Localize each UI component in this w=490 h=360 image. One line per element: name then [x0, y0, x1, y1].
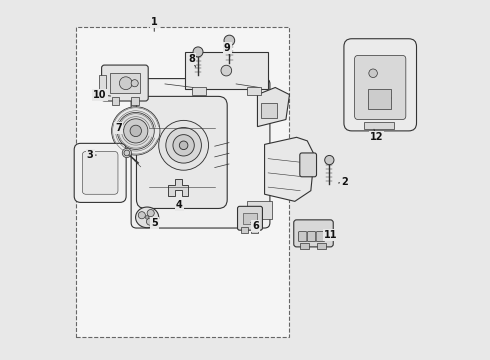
Circle shape [146, 216, 149, 219]
Bar [247, 201, 271, 219]
Circle shape [124, 150, 130, 156]
Bar [112, 98, 120, 104]
Circle shape [112, 107, 160, 155]
Bar [110, 73, 140, 93]
Circle shape [159, 120, 209, 170]
Circle shape [138, 212, 146, 219]
Circle shape [221, 65, 232, 76]
Circle shape [147, 210, 154, 217]
Bar [364, 122, 394, 130]
Text: 1: 1 [151, 17, 158, 27]
Circle shape [179, 141, 188, 149]
FancyBboxPatch shape [137, 96, 227, 208]
Circle shape [123, 119, 148, 143]
FancyBboxPatch shape [131, 78, 270, 228]
Circle shape [193, 47, 203, 57]
FancyBboxPatch shape [238, 206, 263, 230]
FancyBboxPatch shape [316, 231, 325, 242]
Text: 5: 5 [151, 218, 158, 228]
Text: 9: 9 [224, 43, 231, 53]
Circle shape [224, 35, 235, 46]
Circle shape [166, 127, 201, 163]
Ellipse shape [136, 207, 159, 228]
Text: 4: 4 [176, 200, 183, 210]
FancyBboxPatch shape [298, 231, 307, 242]
Circle shape [122, 148, 131, 158]
Bar [99, 75, 105, 93]
Bar [192, 87, 206, 95]
Circle shape [131, 80, 138, 87]
Bar [251, 227, 258, 233]
Text: 7: 7 [115, 123, 122, 134]
Text: 3: 3 [87, 150, 94, 160]
Circle shape [173, 135, 195, 156]
FancyBboxPatch shape [294, 220, 333, 247]
FancyBboxPatch shape [82, 152, 118, 194]
Bar [131, 98, 139, 104]
FancyBboxPatch shape [74, 143, 126, 202]
Text: 6: 6 [252, 221, 259, 231]
FancyBboxPatch shape [101, 65, 148, 101]
Bar [300, 243, 309, 249]
Bar [243, 213, 257, 224]
Polygon shape [169, 179, 188, 195]
FancyBboxPatch shape [185, 52, 268, 89]
Polygon shape [257, 87, 290, 127]
Circle shape [120, 77, 132, 90]
FancyBboxPatch shape [300, 153, 317, 177]
Circle shape [369, 69, 377, 77]
FancyBboxPatch shape [355, 55, 406, 120]
Bar [368, 89, 391, 109]
Circle shape [325, 156, 334, 165]
Bar [76, 27, 290, 337]
Bar [261, 103, 277, 118]
Bar [247, 87, 261, 95]
Circle shape [147, 218, 153, 225]
FancyBboxPatch shape [344, 39, 416, 131]
Bar [317, 243, 326, 249]
Text: 2: 2 [341, 177, 348, 187]
Bar [242, 227, 248, 233]
Circle shape [130, 125, 142, 136]
Text: 8: 8 [188, 54, 195, 64]
Circle shape [117, 112, 154, 149]
Text: 12: 12 [370, 132, 383, 142]
Polygon shape [265, 137, 315, 201]
FancyBboxPatch shape [307, 231, 316, 242]
Circle shape [384, 95, 391, 102]
Text: 11: 11 [324, 230, 337, 240]
Text: 10: 10 [93, 90, 106, 100]
